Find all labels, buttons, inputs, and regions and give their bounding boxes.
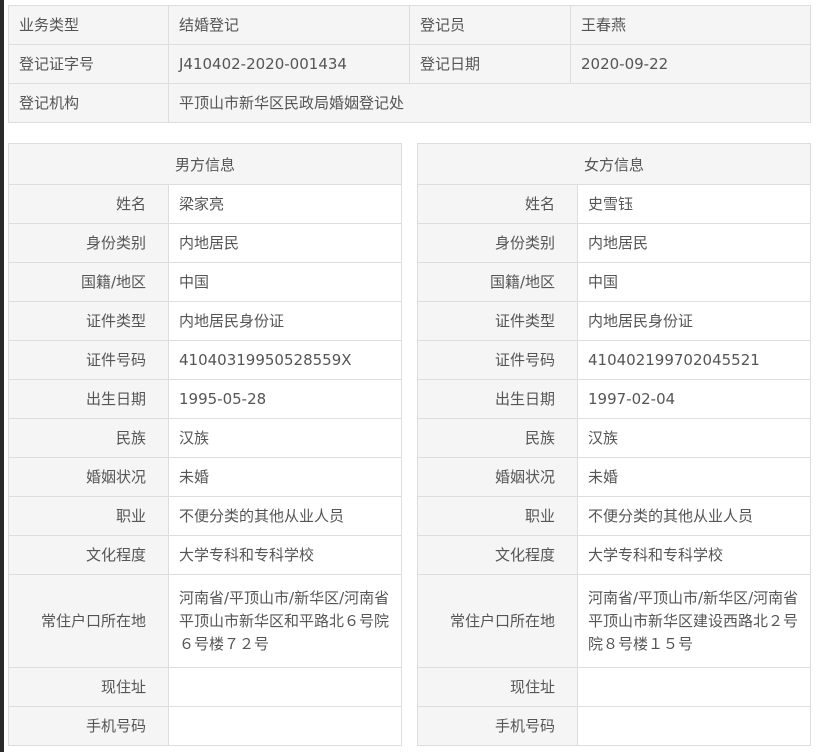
summary-row: 登记机构 平顶山市新华区民政局婚姻登记处 bbox=[8, 83, 811, 123]
male-info-row: 出生日期 1995-05-28 bbox=[8, 379, 403, 419]
field-label: 证件号码 bbox=[8, 340, 169, 380]
field-value: 中国 bbox=[167, 262, 403, 302]
field-label: 文化程度 bbox=[417, 535, 578, 575]
field-label: 国籍/地区 bbox=[417, 262, 578, 302]
field-value: 中国 bbox=[576, 262, 812, 302]
field-label: 民族 bbox=[417, 418, 578, 458]
male-info-row: 姓名 梁家亮 bbox=[8, 184, 403, 224]
female-info-row: 现住址 bbox=[417, 667, 812, 707]
female-info-row: 文化程度 大学专科和专科学校 bbox=[417, 535, 812, 575]
female-info-row: 手机号码 bbox=[417, 706, 812, 746]
field-label: 出生日期 bbox=[417, 379, 578, 419]
field-label: 国籍/地区 bbox=[8, 262, 169, 302]
field-value bbox=[167, 706, 403, 746]
male-info-row: 证件类型 内地居民身份证 bbox=[8, 301, 403, 341]
female-info-row: 证件号码 410402199702045521 bbox=[417, 340, 812, 380]
field-label: 婚姻状况 bbox=[417, 457, 578, 497]
registrar-label: 登记员 bbox=[409, 5, 571, 45]
field-label: 婚姻状况 bbox=[8, 457, 169, 497]
female-info-row: 证件类型 内地居民身份证 bbox=[417, 301, 812, 341]
field-label: 现住址 bbox=[417, 667, 578, 707]
field-value: 不便分类的其他从业人员 bbox=[167, 496, 403, 536]
field-value: 41040319950528559X bbox=[167, 340, 403, 380]
field-label: 手机号码 bbox=[417, 706, 578, 746]
field-value: 1995-05-28 bbox=[167, 379, 403, 419]
registrar-value: 王春燕 bbox=[570, 5, 811, 45]
field-value: 内地居民身份证 bbox=[576, 301, 812, 341]
cert-no-label: 登记证字号 bbox=[8, 44, 169, 84]
field-label: 姓名 bbox=[8, 184, 169, 224]
field-value: 史雪钰 bbox=[576, 184, 812, 224]
business-type-value: 结婚登记 bbox=[168, 5, 410, 45]
male-info-row: 民族 汉族 bbox=[8, 418, 403, 458]
female-info-row: 职业 不便分类的其他从业人员 bbox=[417, 496, 812, 536]
field-label: 文化程度 bbox=[8, 535, 169, 575]
field-label: 职业 bbox=[8, 496, 169, 536]
female-info-table: 女方信息 姓名 史雪钰 身份类别 内地居民 国籍/地区 中国 证件类型 内地居民身份证 证件号码… bbox=[416, 143, 812, 746]
female-info-row: 出生日期 1997-02-04 bbox=[417, 379, 812, 419]
field-label: 身份类别 bbox=[417, 223, 578, 263]
field-label: 姓名 bbox=[417, 184, 578, 224]
field-label: 身份类别 bbox=[8, 223, 169, 263]
female-info-row: 常住户口所在地 河南省/平顶山市/新华区/河南省平顶山市新华区建设西路北２号院８号… bbox=[417, 574, 812, 668]
field-label: 职业 bbox=[417, 496, 578, 536]
field-label: 常住户口所在地 bbox=[417, 574, 578, 668]
registration-summary-table: 业务类型 结婚登记 登记员 王春燕 登记证字号 J410402-2020-001… bbox=[8, 5, 811, 123]
field-label: 手机号码 bbox=[8, 706, 169, 746]
window-edge bbox=[0, 0, 4, 752]
field-value: 河南省/平顶山市/新华区/河南省平顶山市新华区建设西路北２号院８号楼１５号 bbox=[576, 574, 812, 668]
male-info-row: 证件号码 41040319950528559X bbox=[8, 340, 403, 380]
reg-date-value: 2020-09-22 bbox=[570, 44, 811, 84]
field-value: 河南省/平顶山市/新华区/河南省平顶山市新华区和平路北６号院６号楼７２号 bbox=[167, 574, 403, 668]
cert-no-value: J410402-2020-001434 bbox=[168, 44, 410, 84]
male-info-row: 婚姻状况 未婚 bbox=[8, 457, 403, 497]
male-info-row: 职业 不便分类的其他从业人员 bbox=[8, 496, 403, 536]
field-value: 内地居民 bbox=[576, 223, 812, 263]
field-value bbox=[576, 706, 812, 746]
male-info-row: 现住址 bbox=[8, 667, 403, 707]
male-info-row: 身份类别 内地居民 bbox=[8, 223, 403, 263]
summary-row: 登记证字号 J410402-2020-001434 登记日期 2020-09-2… bbox=[8, 44, 811, 84]
field-value: 410402199702045521 bbox=[576, 340, 812, 380]
male-info-row: 国籍/地区 中国 bbox=[8, 262, 403, 302]
field-value: 未婚 bbox=[167, 457, 403, 497]
field-label: 民族 bbox=[8, 418, 169, 458]
female-info-row: 身份类别 内地居民 bbox=[417, 223, 812, 263]
field-value: 大学专科和专科学校 bbox=[576, 535, 812, 575]
field-value: 不便分类的其他从业人员 bbox=[576, 496, 812, 536]
female-info-row: 民族 汉族 bbox=[417, 418, 812, 458]
female-info-title: 女方信息 bbox=[416, 143, 812, 185]
field-value: 未婚 bbox=[576, 457, 812, 497]
field-value: 梁家亮 bbox=[167, 184, 403, 224]
field-label: 证件类型 bbox=[417, 301, 578, 341]
reg-date-label: 登记日期 bbox=[409, 44, 571, 84]
female-info-row: 姓名 史雪钰 bbox=[417, 184, 812, 224]
field-value: 大学专科和专科学校 bbox=[167, 535, 403, 575]
male-info-row: 常住户口所在地 河南省/平顶山市/新华区/河南省平顶山市新华区和平路北６号院６号楼… bbox=[8, 574, 403, 668]
org-label: 登记机构 bbox=[8, 83, 169, 123]
field-value: 内地居民 bbox=[167, 223, 403, 263]
field-value: 汉族 bbox=[167, 418, 403, 458]
summary-row: 业务类型 结婚登记 登记员 王春燕 bbox=[8, 5, 811, 45]
field-value: 汉族 bbox=[576, 418, 812, 458]
business-type-label: 业务类型 bbox=[8, 5, 169, 45]
female-info-row: 婚姻状况 未婚 bbox=[417, 457, 812, 497]
male-info-title: 男方信息 bbox=[7, 143, 403, 185]
field-value bbox=[167, 667, 403, 707]
male-info-table: 男方信息 姓名 梁家亮 身份类别 内地居民 国籍/地区 中国 证件类型 内地居民身份证 证件号码… bbox=[7, 143, 403, 746]
org-value: 平顶山市新华区民政局婚姻登记处 bbox=[168, 83, 811, 123]
field-label: 常住户口所在地 bbox=[8, 574, 169, 668]
field-label: 现住址 bbox=[8, 667, 169, 707]
field-label: 证件号码 bbox=[417, 340, 578, 380]
male-info-row: 文化程度 大学专科和专科学校 bbox=[8, 535, 403, 575]
field-label: 证件类型 bbox=[8, 301, 169, 341]
field-label: 出生日期 bbox=[8, 379, 169, 419]
female-info-row: 国籍/地区 中国 bbox=[417, 262, 812, 302]
field-value bbox=[576, 667, 812, 707]
field-value: 内地居民身份证 bbox=[167, 301, 403, 341]
male-info-row: 手机号码 bbox=[8, 706, 403, 746]
field-value: 1997-02-04 bbox=[576, 379, 812, 419]
